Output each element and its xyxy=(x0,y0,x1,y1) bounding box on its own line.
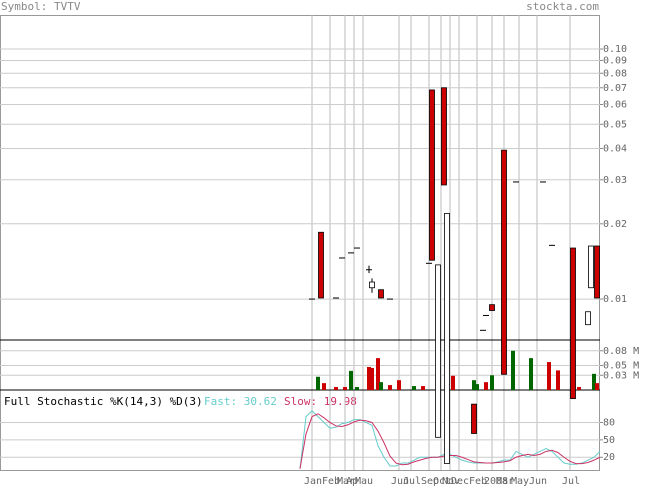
y-tick-label: 0.10 xyxy=(603,44,627,55)
stoch-title: Full Stochastic %K(14,3) %D(3) xyxy=(4,395,203,408)
y-tick-label: 0.08 xyxy=(603,68,627,79)
candle-body xyxy=(501,149,507,375)
volume-bar xyxy=(367,366,371,390)
x-tick-label: Feb xyxy=(322,476,340,486)
x-tick-label: Dec xyxy=(451,476,469,486)
volume-bar xyxy=(421,386,425,390)
y-tick-label: 0.04 xyxy=(603,144,627,155)
site: stockta.com xyxy=(526,0,599,13)
volume-bar xyxy=(529,358,533,390)
x-tick-label: Ap xyxy=(346,476,358,486)
volume-bar xyxy=(343,387,347,390)
volume-bar xyxy=(592,373,596,390)
candle-body xyxy=(429,89,435,261)
volume-bar xyxy=(316,376,320,390)
y-tick-label: 20 xyxy=(603,452,615,463)
volume-bar xyxy=(547,362,551,390)
frame xyxy=(0,15,600,471)
volume-bar xyxy=(484,382,488,390)
y-tick-label: 0.03 M xyxy=(603,370,639,381)
volume-bar xyxy=(511,350,515,390)
y-tick-label: 0.07 xyxy=(603,83,627,94)
x-tick-label: Feb xyxy=(469,476,487,486)
legend-slow: Slow: 19.98 xyxy=(284,395,357,408)
x-tick-label: Jun xyxy=(529,476,547,486)
volume-bar xyxy=(397,380,401,390)
volume-bar xyxy=(451,375,455,390)
candle-body xyxy=(489,304,495,311)
y-tick-label: 0.05 xyxy=(603,119,627,130)
x-tick-label: Jun xyxy=(391,476,409,486)
x-tick-label: Nov xyxy=(442,476,460,486)
y-tick-label: 0.09 xyxy=(603,55,627,66)
x-tick-label: Jul xyxy=(403,476,421,486)
volume-bar xyxy=(577,387,581,390)
volume-bar xyxy=(472,380,476,390)
volume-bar xyxy=(376,358,380,390)
y-tick-label: 0.02 xyxy=(603,219,627,230)
x-tick-label: 2008 xyxy=(484,476,508,486)
symbol: Symbol: TVTV xyxy=(1,0,81,13)
candle-body xyxy=(444,213,450,464)
x-tick-label: Sep xyxy=(421,476,439,486)
volume-bar xyxy=(475,384,479,390)
y-tick-label: 50 xyxy=(603,435,615,446)
volume-bar xyxy=(334,387,338,390)
candle-body xyxy=(378,289,384,299)
y-tick-label: 0.05 M xyxy=(603,360,639,371)
candle-body xyxy=(435,264,441,438)
candle-body xyxy=(570,247,576,399)
candle-body xyxy=(471,403,477,434)
volume-bar xyxy=(370,367,374,390)
volume-bar xyxy=(556,370,560,390)
y-tick-label: 0.06 xyxy=(603,100,627,111)
candle-body xyxy=(369,281,375,289)
y-tick-label: 0.03 xyxy=(603,175,627,186)
x-tick-label: May xyxy=(511,476,529,486)
y-tick-label: 80 xyxy=(603,417,615,428)
volume-bar xyxy=(379,382,383,390)
y-tick-label: 0.08 M xyxy=(603,346,639,357)
volume-bar xyxy=(388,385,392,390)
candle-body xyxy=(594,245,600,299)
volume-bar xyxy=(595,383,599,390)
volume-bar xyxy=(349,370,353,390)
legend-fast: Fast: 30.62 xyxy=(204,395,277,408)
x-tick-label: Oct xyxy=(433,476,451,486)
candle-body xyxy=(588,245,594,289)
y-tick-label: 0.01 xyxy=(603,294,627,305)
volume-bar xyxy=(412,386,416,390)
volume-bar xyxy=(322,383,326,390)
x-tick-label: Mau xyxy=(355,476,373,486)
candle-body xyxy=(441,87,447,186)
x-tick-label: Mar xyxy=(337,476,355,486)
candle-body xyxy=(318,231,324,299)
x-tick-label: Jul xyxy=(562,476,580,486)
candle-body xyxy=(585,311,591,326)
x-tick-label: Mar xyxy=(496,476,514,486)
x-tick-label: Jan xyxy=(304,476,322,486)
volume-bar xyxy=(490,375,494,390)
volume-bar xyxy=(355,387,359,390)
stoch-line xyxy=(299,413,601,469)
